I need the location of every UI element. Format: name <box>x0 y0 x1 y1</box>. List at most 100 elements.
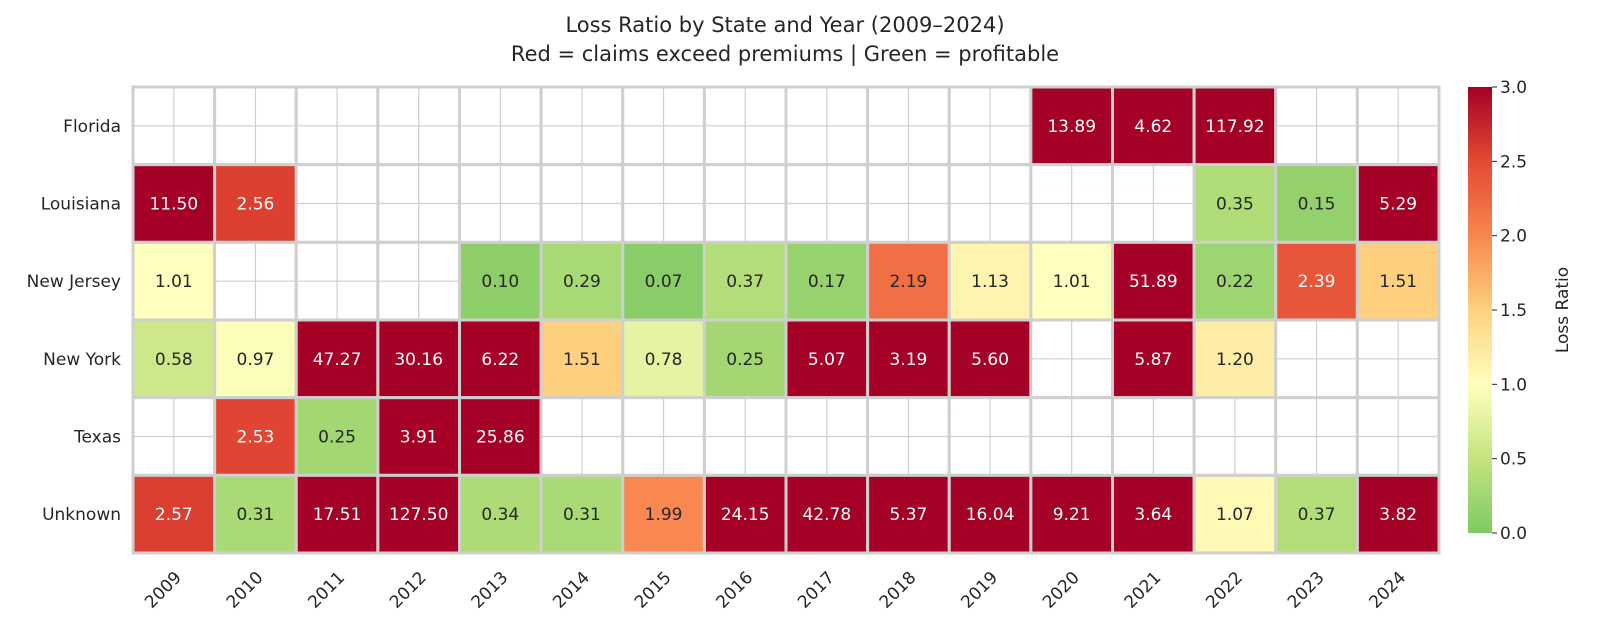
colorbar-tick-label: 0.0 <box>1500 524 1527 544</box>
cell-value-label: 4.62 <box>1134 117 1172 137</box>
heatmap-cell <box>1274 240 1359 322</box>
x-tick-label: 2016 <box>712 568 757 613</box>
heatmap-cell <box>784 473 870 555</box>
cell-value-label: 1.13 <box>971 272 1009 292</box>
heatmap-cell-labels: 13.89 4.62 117.92 11.50 2.56 0.35 0.15 5.29 1.01… <box>149 117 1417 525</box>
colorbar-tick-label: 2.0 <box>1500 227 1527 247</box>
heatmap-cell <box>294 396 380 477</box>
cell-value-label: 51.89 <box>1129 272 1178 292</box>
heatmap-cell <box>376 396 461 477</box>
cell-value-label: 0.78 <box>645 350 683 370</box>
x-tick-label: 2019 <box>957 568 1002 613</box>
cell-value-label: 2.56 <box>237 195 275 215</box>
cell-value-label: 1.20 <box>1216 350 1254 370</box>
x-tick-label: 2022 <box>1202 568 1247 613</box>
x-axis-tick-labels: 2009 2010 2011 2012 2013 2014 2015 2016 2017 2018… <box>141 568 1410 613</box>
cell-value-label: 42.78 <box>802 505 851 525</box>
cell-value-label: 3.91 <box>400 428 438 448</box>
cell-value-label: 0.10 <box>481 272 519 292</box>
x-tick-label: 2020 <box>1039 568 1084 613</box>
cell-value-label: 0.37 <box>726 272 764 292</box>
cell-value-label: 3.19 <box>890 350 928 370</box>
y-tick-label: Texas <box>73 428 121 448</box>
y-tick-label: Florida <box>63 117 121 137</box>
cell-value-label: 0.34 <box>481 505 519 525</box>
cell-value-label: 5.60 <box>971 350 1009 370</box>
heatmap-cell <box>376 473 461 555</box>
heatmap-cell <box>1111 473 1196 555</box>
cell-value-label: 5.87 <box>1134 350 1172 370</box>
cell-value-label: 6.22 <box>481 350 519 370</box>
x-tick-label: 2015 <box>631 568 676 613</box>
colorbar-tick-label: 2.5 <box>1500 152 1527 172</box>
cell-value-label: 1.01 <box>1053 272 1091 292</box>
cell-value-label: 0.15 <box>1298 195 1336 215</box>
cell-value-label: 5.37 <box>890 505 928 525</box>
heatmap-cell <box>784 240 870 322</box>
cell-value-label: 1.01 <box>155 272 193 292</box>
heatmap-cell <box>458 318 543 400</box>
heatmap-cell <box>131 473 217 555</box>
cell-value-label: 2.57 <box>155 505 193 525</box>
cell-value-label: 0.97 <box>237 350 275 370</box>
y-tick-label: Unknown <box>42 505 121 525</box>
chart-title: Loss Ratio by State and Year (2009–2024) <box>565 13 1004 37</box>
colorbar-tick-label: 0.5 <box>1500 450 1527 470</box>
x-tick-label: 2011 <box>304 568 349 613</box>
cell-value-label: 3.82 <box>1379 505 1417 525</box>
heatmap-cell <box>1192 318 1278 400</box>
cell-value-label: 0.29 <box>563 272 601 292</box>
cell-value-label: 0.17 <box>808 272 846 292</box>
x-tick-label: 2014 <box>549 568 594 613</box>
x-tick-label: 2021 <box>1121 568 1166 613</box>
colorbar-tick-label: 3.0 <box>1500 78 1527 98</box>
heatmap-cell <box>1355 240 1441 322</box>
heatmap-cell <box>621 318 706 400</box>
cell-value-label: 1.51 <box>563 350 601 370</box>
heatmap-cell <box>213 473 298 555</box>
heatmap-cell <box>1111 85 1196 167</box>
colorbar-label: Loss Ratio <box>1553 267 1573 353</box>
heatmap-cell <box>294 318 380 400</box>
cell-value-label: 25.86 <box>476 428 525 448</box>
cell-value-label: 0.31 <box>563 505 601 525</box>
y-tick-label: Louisiana <box>41 195 121 215</box>
cell-value-label: 30.16 <box>394 350 443 370</box>
heatmap-cell <box>947 318 1033 400</box>
cell-value-label: 0.25 <box>318 428 356 448</box>
heatmap-cell <box>1029 240 1114 322</box>
cell-value-label: 0.22 <box>1216 272 1254 292</box>
heatmap-cell <box>1111 240 1196 322</box>
heatmap-cell <box>1029 473 1114 555</box>
heatmap-cell <box>131 163 217 244</box>
x-tick-label: 2024 <box>1365 568 1410 613</box>
y-axis-tick-labels: Florida Louisiana New Jersey New York Texas U… <box>27 117 121 525</box>
heatmap-cell <box>702 318 788 400</box>
cell-value-label: 2.53 <box>237 428 275 448</box>
y-tick-label: New York <box>43 350 121 370</box>
cell-value-label: 5.07 <box>808 350 846 370</box>
x-tick-label: 2018 <box>876 568 921 613</box>
cell-value-label: 17.51 <box>313 505 362 525</box>
heatmap-cell <box>866 473 951 555</box>
colorbar-tick-label: 1.5 <box>1500 301 1527 321</box>
cell-value-label: 5.29 <box>1379 195 1417 215</box>
x-tick-label: 2010 <box>223 568 268 613</box>
cell-value-label: 0.31 <box>237 505 275 525</box>
cell-value-label: 24.15 <box>721 505 770 525</box>
cell-value-label: 3.64 <box>1134 505 1172 525</box>
cell-value-label: 2.19 <box>890 272 928 292</box>
y-tick-label: New Jersey <box>27 272 121 292</box>
cell-value-label: 1.51 <box>1379 272 1417 292</box>
heatmap-cell <box>1355 473 1441 555</box>
x-tick-label: 2009 <box>141 568 186 613</box>
cell-value-label: 0.35 <box>1216 195 1254 215</box>
cell-value-label: 16.04 <box>966 505 1015 525</box>
chart-subtitle: Red = claims exceed premiums | Green = p… <box>511 42 1059 67</box>
colorbar-tick-label: 1.0 <box>1500 375 1527 395</box>
cell-value-label: 9.21 <box>1053 505 1091 525</box>
cell-value-label: 1.99 <box>645 505 683 525</box>
heatmap-cell <box>621 473 706 555</box>
